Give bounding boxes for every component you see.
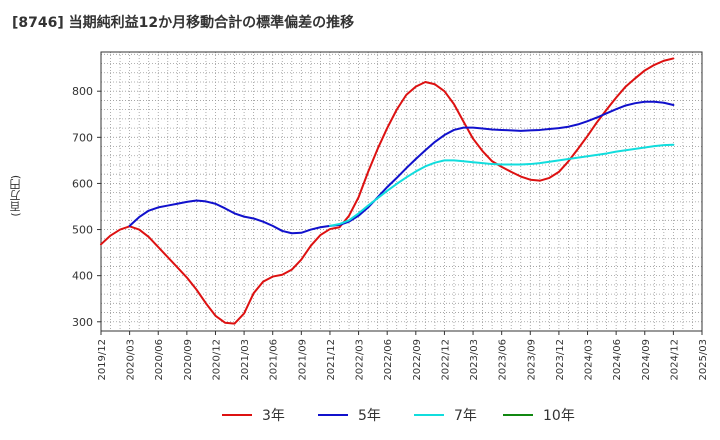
legend-item-1: 3年 [222, 404, 285, 426]
chart-title: [8746] 当期純利益12か月移動合計の標準偏差の推移 [12, 15, 355, 31]
x-tick-label: 2024/03 [584, 339, 595, 381]
plot-area [101, 52, 702, 331]
series-line-3 [328, 143, 675, 227]
x-tick-label: 2020/09 [183, 339, 194, 381]
x-tick-label: 2021/03 [240, 339, 251, 381]
x-tick-label: 2022/06 [383, 339, 394, 381]
x-tick-label: 2024/09 [641, 339, 652, 381]
y-tick-label: 500 [72, 224, 93, 237]
legend-label: 10年 [543, 408, 575, 424]
y-tick-label: 600 [72, 177, 93, 190]
y-tick-label: 800 [72, 85, 93, 98]
x-tick-label: 2019/12 [97, 339, 108, 381]
legend-item-2: 5年 [318, 404, 381, 426]
x-tick-label: 2020/12 [211, 339, 222, 381]
legend-item-4: 10年 [503, 404, 575, 426]
x-tick-label: 2025/03 [698, 339, 709, 381]
x-tick-label: 2022/09 [412, 339, 423, 381]
y-tick-label: 400 [72, 270, 93, 283]
plot-frame [100, 51, 703, 332]
legend-swatch [414, 414, 444, 416]
x-tick-label: 2021/06 [269, 339, 280, 381]
x-tick-label: 2020/03 [126, 339, 137, 381]
series-line-1 [100, 57, 675, 325]
x-tick-label: 2023/03 [469, 339, 480, 381]
series-line-2 [128, 100, 675, 235]
x-tick-label: 2022/12 [440, 339, 451, 381]
legend-swatch [503, 414, 533, 416]
x-tick-label: 2022/03 [355, 339, 366, 381]
x-tick-label: 2023/06 [498, 339, 509, 381]
legend-label: 3年 [262, 408, 285, 424]
legend-swatch [318, 414, 348, 416]
chart-legend: 3年 5年 7年 10年 [0, 404, 720, 426]
x-tick-label: 2021/12 [326, 339, 337, 381]
line-chart: 300 400 500 600 700 800 2019/12 2020/03 2020/06 2… [72, 51, 709, 381]
legend-label: 5年 [358, 408, 381, 424]
x-tick-label: 2020/06 [154, 339, 165, 381]
legend-swatch [222, 414, 252, 416]
x-tick-label: 2024/06 [612, 339, 623, 381]
y-tick-label: 300 [72, 316, 93, 329]
legend-label: 7年 [454, 408, 477, 424]
x-tick-label: 2024/12 [669, 339, 680, 381]
y-tick-label: 700 [72, 131, 93, 144]
x-tick-label: 2021/09 [297, 339, 308, 381]
legend-item-3: 7年 [414, 404, 477, 426]
x-tick-label: 2023/09 [526, 339, 537, 381]
x-tick-label: 2023/12 [555, 339, 566, 381]
